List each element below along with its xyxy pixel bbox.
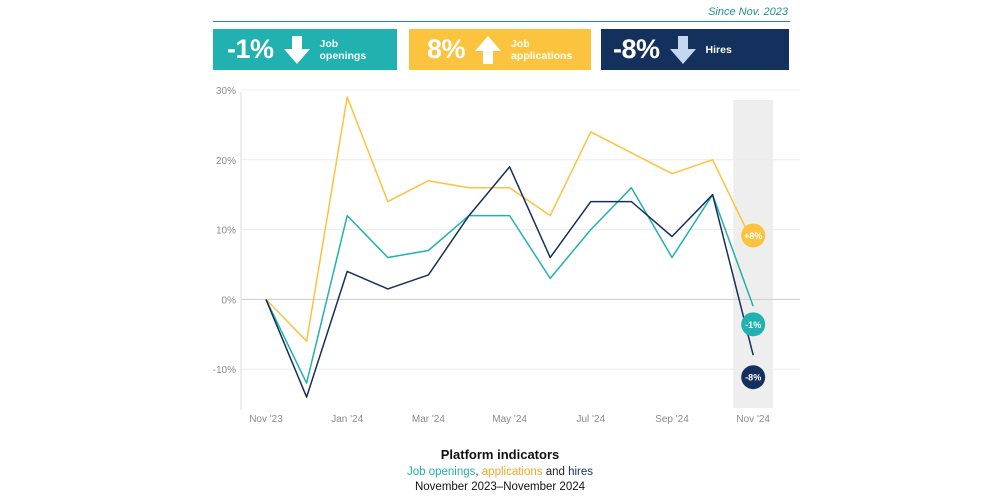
kpi-job-openings: -1% Job openings bbox=[213, 29, 397, 70]
end-badge bbox=[741, 365, 766, 390]
x-tick-label: Jul '24 bbox=[577, 414, 606, 425]
kpi-job-applications: 8% Job applications bbox=[409, 29, 591, 70]
end-badge-label: +8% bbox=[744, 231, 762, 241]
x-tick-label: Jan '24 bbox=[331, 414, 363, 425]
series-line-job-openings bbox=[265, 186, 754, 384]
x-tick-label: Nov '23 bbox=[249, 414, 283, 425]
chart-date-range: November 2023–November 2024 bbox=[414, 481, 586, 493]
line-chart: -10% 0% 10% 20% 30% Nov '23 Jan '24 Mar '24 May … bbox=[213, 86, 800, 425]
y-tick-label: -10% bbox=[213, 365, 236, 376]
arrow-down-icon bbox=[669, 35, 696, 64]
arrow-up-icon bbox=[475, 35, 502, 64]
subtitle-separator: , bbox=[475, 466, 482, 478]
subtitle-and: and bbox=[542, 466, 569, 478]
x-tick-label: Nov '24 bbox=[736, 414, 770, 425]
x-tick-label: Sep '24 bbox=[655, 414, 689, 425]
series-line-job-applications bbox=[265, 96, 754, 342]
y-tick-label: 30% bbox=[216, 86, 236, 97]
y-tick-label: 0% bbox=[222, 295, 237, 306]
end-badge bbox=[741, 312, 766, 337]
since-label: Since Nov. 2023 bbox=[708, 6, 788, 18]
kpi-value: -8% bbox=[613, 34, 660, 64]
end-badge-label: -1% bbox=[745, 320, 761, 330]
subtitle-hires: hires bbox=[568, 466, 594, 478]
end-badge bbox=[741, 223, 766, 248]
kpi-hires: -8% Hires bbox=[601, 29, 789, 70]
arrow-down-icon bbox=[283, 35, 310, 64]
chart-title: Platform indicators bbox=[440, 447, 560, 462]
kpi-value: 8% bbox=[427, 34, 466, 64]
kpi-label: Job openings bbox=[319, 37, 367, 62]
y-tick-label: 10% bbox=[216, 226, 236, 237]
chart-subtitle: Job openings, applications and hires bbox=[0, 466, 1000, 478]
x-tick-label: May '24 bbox=[492, 414, 527, 425]
kpi-value: -1% bbox=[227, 34, 274, 64]
subtitle-applications: applications bbox=[481, 466, 543, 478]
kpi-label: Hires bbox=[705, 43, 732, 56]
series-line-hires bbox=[265, 166, 754, 398]
y-tick-label: 20% bbox=[216, 156, 236, 167]
kpi-label: Job applications bbox=[511, 37, 573, 62]
subtitle-job-openings: Job openings bbox=[406, 466, 476, 478]
end-badge-label: -8% bbox=[745, 373, 761, 383]
x-tick-label: Mar '24 bbox=[412, 414, 445, 425]
highlight-band bbox=[733, 100, 774, 408]
header-rule bbox=[213, 21, 790, 22]
